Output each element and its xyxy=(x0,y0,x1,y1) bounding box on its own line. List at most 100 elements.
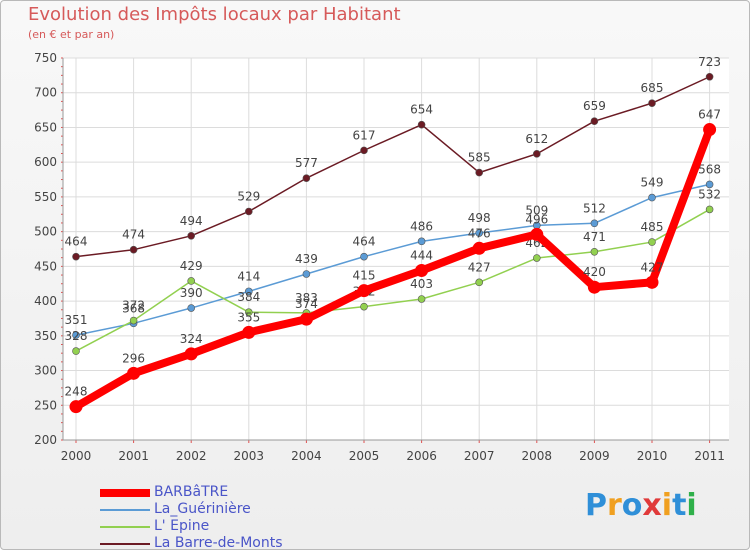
data-label-la-barre-de-monts: 685 xyxy=(641,81,664,95)
y-tick-label: 350 xyxy=(34,329,57,343)
x-tick-label: 2001 xyxy=(118,449,149,463)
series-line-barb-tre xyxy=(72,125,714,411)
data-label-l-epine: 427 xyxy=(468,260,491,274)
data-label-la-barre-de-monts: 577 xyxy=(295,156,318,170)
data-point-la-gu-rini-re xyxy=(245,287,253,296)
data-point-la-barre-de-monts xyxy=(72,252,80,261)
data-label-la-gu-rini-re: 390 xyxy=(180,286,203,300)
data-point-la-barre-de-monts xyxy=(475,168,484,177)
data-point-barb-tre xyxy=(357,284,371,298)
data-label-barb-tre: 496 xyxy=(525,212,548,226)
logo-letter: i xyxy=(661,488,673,523)
data-label-la-gu-rini-re: 486 xyxy=(410,219,433,233)
y-tick-label: 250 xyxy=(34,398,57,412)
x-tick-label: 2009 xyxy=(579,449,610,463)
data-label-la-gu-rini-re: 512 xyxy=(583,201,606,215)
data-point-l-epine xyxy=(532,254,541,262)
data-label-la-barre-de-monts: 654 xyxy=(410,103,433,117)
data-label-la-gu-rini-re: 549 xyxy=(641,176,664,190)
data-point-la-gu-rini-re xyxy=(187,304,195,312)
data-label-barb-tre: 444 xyxy=(410,249,433,263)
data-point-barb-tre xyxy=(703,123,717,137)
data-point-la-barre-de-monts xyxy=(532,150,541,158)
y-tick-label: 650 xyxy=(34,120,57,134)
proxiti-logo: Proxiti xyxy=(585,488,697,523)
data-point-la-gu-rini-re xyxy=(417,237,426,246)
data-point-la-gu-rini-re xyxy=(72,331,80,339)
data-point-l-epine xyxy=(705,205,714,214)
data-point-la-barre-de-monts xyxy=(302,174,311,182)
x-tick-label: 2003 xyxy=(234,449,265,463)
data-label-la-barre-de-monts: 723 xyxy=(698,55,721,69)
data-label-la-gu-rini-re: 414 xyxy=(237,269,260,283)
data-label-barb-tre: 355 xyxy=(237,310,260,324)
data-point-barb-tre xyxy=(127,366,141,380)
logo-letter: x xyxy=(642,488,662,523)
logo-letter: r xyxy=(607,488,622,523)
legend-swatch xyxy=(100,542,150,545)
y-tick-label: 700 xyxy=(34,86,57,100)
data-label-barb-tre: 324 xyxy=(180,332,203,346)
x-tick-label: 2004 xyxy=(291,449,322,463)
data-point-barb-tre xyxy=(299,312,313,326)
data-point-la-barre-de-monts xyxy=(705,72,714,81)
series-line-la-barre-de-monts xyxy=(75,76,711,258)
data-point-la-gu-rini-re xyxy=(360,252,368,261)
data-point-la-barre-de-monts xyxy=(648,99,656,107)
y-tick-label: 500 xyxy=(34,225,57,239)
data-point-l-epine xyxy=(245,308,253,317)
data-label-la-gu-rini-re: 439 xyxy=(295,252,318,266)
data-point-la-barre-de-monts xyxy=(417,120,426,129)
data-label-l-epine: 532 xyxy=(698,187,721,201)
chart-subtitle: (en € et par an) xyxy=(28,28,115,41)
y-tick-label: 550 xyxy=(34,190,57,204)
data-label-barb-tre: 476 xyxy=(468,226,491,240)
data-point-la-gu-rini-re xyxy=(475,229,484,237)
data-point-la-gu-rini-re xyxy=(302,270,311,278)
y-tick-label: 300 xyxy=(34,364,57,378)
legend-swatch xyxy=(100,508,150,511)
data-point-la-gu-rini-re xyxy=(648,193,656,202)
data-label-la-gu-rini-re: 351 xyxy=(65,313,88,327)
data-label-l-epine: 403 xyxy=(410,277,433,291)
data-point-l-epine xyxy=(72,347,80,355)
logo-letter: t xyxy=(672,488,687,523)
y-tick-label: 600 xyxy=(34,155,57,169)
data-point-la-barre-de-monts xyxy=(245,207,253,216)
data-label-la-barre-de-monts: 474 xyxy=(122,228,145,242)
data-point-l-epine xyxy=(648,238,656,246)
data-point-l-epine xyxy=(187,277,195,285)
data-label-l-epine: 471 xyxy=(583,230,606,244)
x-tick-label: 2010 xyxy=(637,449,668,463)
data-point-la-barre-de-monts xyxy=(129,245,138,254)
data-label-la-barre-de-monts: 464 xyxy=(65,235,88,249)
data-point-barb-tre xyxy=(645,275,659,289)
data-point-l-epine xyxy=(360,302,368,311)
data-label-la-gu-rini-re: 464 xyxy=(353,235,376,249)
legend-swatch xyxy=(100,488,150,497)
data-label-la-barre-de-monts: 659 xyxy=(583,99,606,113)
legend-label: La Barre-de-Monts xyxy=(154,535,283,551)
data-point-barb-tre xyxy=(184,347,198,361)
x-tick-label: 2005 xyxy=(349,449,380,463)
data-label-la-barre-de-monts: 494 xyxy=(180,214,203,228)
x-tick-label: 2000 xyxy=(61,449,92,463)
legend-label: La_Guérinière xyxy=(154,501,251,517)
data-point-barb-tre xyxy=(415,264,429,278)
data-label-l-epine: 383 xyxy=(295,291,318,305)
data-point-la-barre-de-monts xyxy=(187,232,195,240)
data-label-barb-tre: 647 xyxy=(698,108,721,122)
data-point-barb-tre xyxy=(587,280,601,294)
y-tick-label: 400 xyxy=(34,294,57,308)
data-label-la-barre-de-monts: 529 xyxy=(237,189,260,203)
data-label-l-epine: 372 xyxy=(122,299,145,313)
logo-letter: o xyxy=(621,488,643,523)
data-label-l-epine: 384 xyxy=(237,290,260,304)
data-point-barb-tre xyxy=(530,227,544,241)
x-tick-label: 2002 xyxy=(176,449,207,463)
data-point-la-gu-rini-re xyxy=(705,180,714,189)
logo-letter: P xyxy=(585,488,607,523)
legend-label: BARBâTRE xyxy=(154,484,229,500)
data-point-l-epine xyxy=(129,316,138,325)
